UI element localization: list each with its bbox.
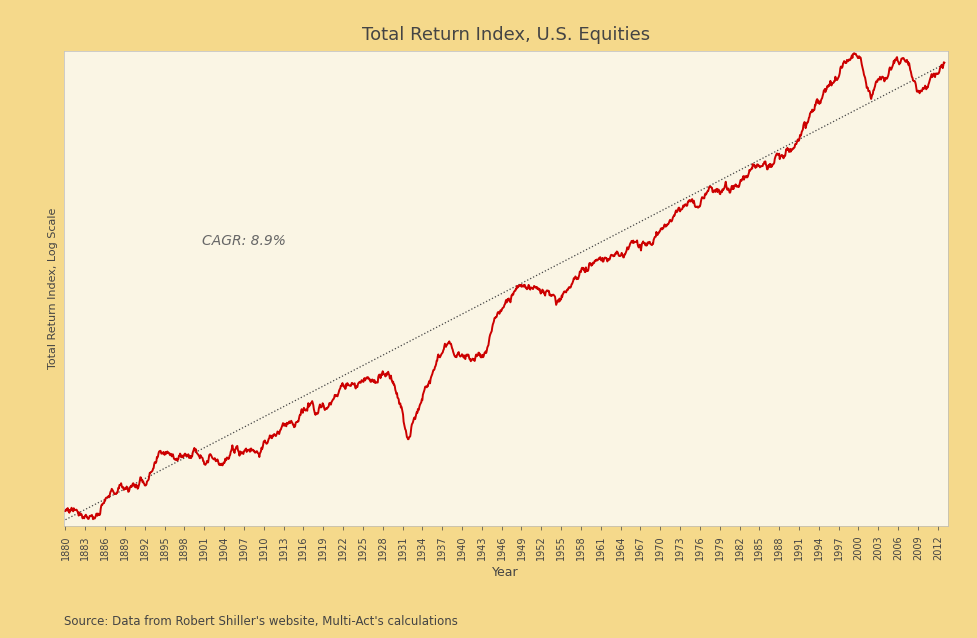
Title: Total Return Index, U.S. Equities: Total Return Index, U.S. Equities (361, 26, 650, 44)
X-axis label: Year: Year (492, 566, 519, 579)
Text: Source: Data from Robert Shiller's website, Multi-Act's calculations: Source: Data from Robert Shiller's websi… (64, 616, 457, 628)
Y-axis label: Total Return Index, Log Scale: Total Return Index, Log Scale (48, 208, 58, 369)
Text: CAGR: 8.9%: CAGR: 8.9% (201, 234, 285, 248)
